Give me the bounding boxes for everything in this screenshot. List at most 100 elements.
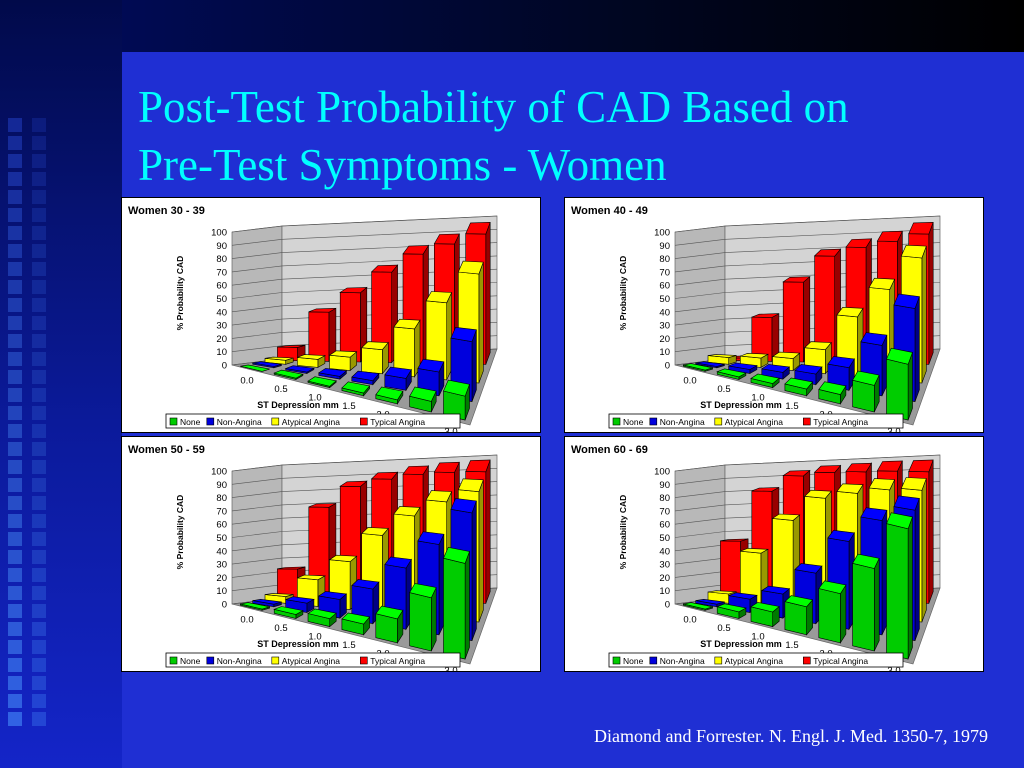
bar-atypical-angina-1.0 <box>328 350 358 372</box>
bar-atypical-angina-0.0 <box>264 356 294 365</box>
decor-square <box>32 622 46 636</box>
y-axis-label: % Probability CAD <box>618 256 628 331</box>
decor-square <box>8 442 22 456</box>
legend-box <box>165 413 461 429</box>
x-tick-label: 1.5 <box>342 401 355 412</box>
bar-top-face <box>836 306 864 318</box>
y-tick-label: 0 <box>222 361 227 372</box>
slide-title: Post-Test Probability of CAD Based on Pr… <box>138 78 998 194</box>
gridline <box>674 454 941 472</box>
bar-none-2.5 <box>852 370 880 413</box>
chart-women-30-39: Women 30 - 39 0 10 20 30 40 50 60 70 80 90 100 % Pro… <box>128 205 498 432</box>
bar-front-face <box>852 379 875 413</box>
bar-top-face <box>876 230 903 242</box>
bar-side-face <box>873 558 880 652</box>
bar-top-face <box>720 538 749 542</box>
decor-square <box>32 424 46 438</box>
bar-none-1.5 <box>341 381 371 397</box>
gridline <box>674 215 941 233</box>
bar-top-face <box>351 370 380 382</box>
bar-top-face <box>771 351 801 359</box>
legend-swatch <box>360 417 368 426</box>
x-tick-label: 3.0 <box>444 427 457 432</box>
bar-top-face <box>252 361 282 367</box>
bar-top-face <box>318 591 348 600</box>
bar-front-face <box>361 347 383 375</box>
bar-non-angina-0.0 <box>252 361 282 369</box>
bar-top-face <box>695 361 725 367</box>
bar-side-face <box>921 245 927 384</box>
decor-square <box>32 190 46 204</box>
y-tick-label: 30 <box>216 560 227 571</box>
bar-top-face <box>900 477 927 491</box>
bar-non-angina-0.5 <box>284 365 315 375</box>
bar-top-face <box>361 527 389 536</box>
decor-square <box>32 586 46 600</box>
bar-top-face <box>740 548 769 554</box>
bar-top-face <box>361 341 389 351</box>
decor-square <box>8 352 22 366</box>
chart-legend: None Non-Angina Atypical Angina Typical Ang… <box>608 652 904 668</box>
bar-top-face <box>845 238 873 248</box>
bar-top-face <box>328 350 358 358</box>
y-tick-label: 0 <box>665 361 670 372</box>
y-tick-label: 60 <box>659 520 670 531</box>
bar-top-face <box>827 529 855 542</box>
decor-square <box>8 334 22 348</box>
y-tick-label: 100 <box>211 467 227 478</box>
bar-top-face <box>384 366 412 379</box>
gridline <box>231 215 498 233</box>
bar-top-face <box>240 364 270 372</box>
legend-swatch <box>612 656 621 665</box>
bar-top-face <box>852 370 880 386</box>
bar-front-face <box>784 601 807 636</box>
bar-top-face <box>307 376 337 387</box>
y-tick-label: 40 <box>216 307 227 318</box>
x-tick-label: 0.0 <box>240 614 253 625</box>
bar-top-face <box>771 513 801 521</box>
bar-side-face <box>430 587 437 652</box>
y-tick-label: 90 <box>659 241 670 252</box>
y-tick-label: 70 <box>216 506 227 517</box>
decor-square <box>32 226 46 240</box>
y-tick-label: 70 <box>659 267 670 278</box>
decor-square <box>32 496 46 510</box>
legend-swatch <box>649 417 658 426</box>
bar-top-face <box>393 506 421 517</box>
decor-square <box>8 172 22 186</box>
legend-label: Atypical Angina <box>282 417 340 427</box>
decor-square <box>8 658 22 672</box>
legend-label: Typical Angina <box>370 417 425 427</box>
decor-square <box>32 442 46 456</box>
bar-none-2.0 <box>375 386 404 405</box>
bar-side-face <box>928 222 934 365</box>
bar-top-face <box>784 595 814 608</box>
decor-square <box>8 496 22 510</box>
y-tick-label: 100 <box>211 228 227 239</box>
bar-top-face <box>252 598 282 605</box>
bar-top-face <box>409 583 437 599</box>
bar-top-face <box>384 556 412 569</box>
bar-front-face <box>329 354 351 371</box>
bar-none-2.5 <box>409 386 437 413</box>
y-tick-label: 50 <box>659 533 670 544</box>
x-tick-label: 1.0 <box>751 392 764 403</box>
bar-front-face <box>852 562 875 652</box>
x-tick-label: 0.0 <box>240 375 253 386</box>
decor-square <box>32 550 46 564</box>
bar-front-face <box>443 557 466 660</box>
legend-swatch <box>803 656 811 665</box>
bar-side-face <box>478 479 484 623</box>
bar-top-face <box>750 373 780 384</box>
y-tick-label: 0 <box>665 600 670 611</box>
legend-label: Atypical Angina <box>282 656 340 666</box>
decor-square <box>8 316 22 330</box>
y-tick-label: 80 <box>216 493 227 504</box>
decor-square <box>32 298 46 312</box>
legend-label: Non-Angina <box>217 417 262 427</box>
bar-top-face <box>716 368 747 378</box>
bar-none-2.0 <box>375 605 404 644</box>
bar-top-face <box>886 347 913 365</box>
x-tick-label: 0.5 <box>274 384 287 395</box>
bar-non-angina-1.5 <box>351 370 380 386</box>
